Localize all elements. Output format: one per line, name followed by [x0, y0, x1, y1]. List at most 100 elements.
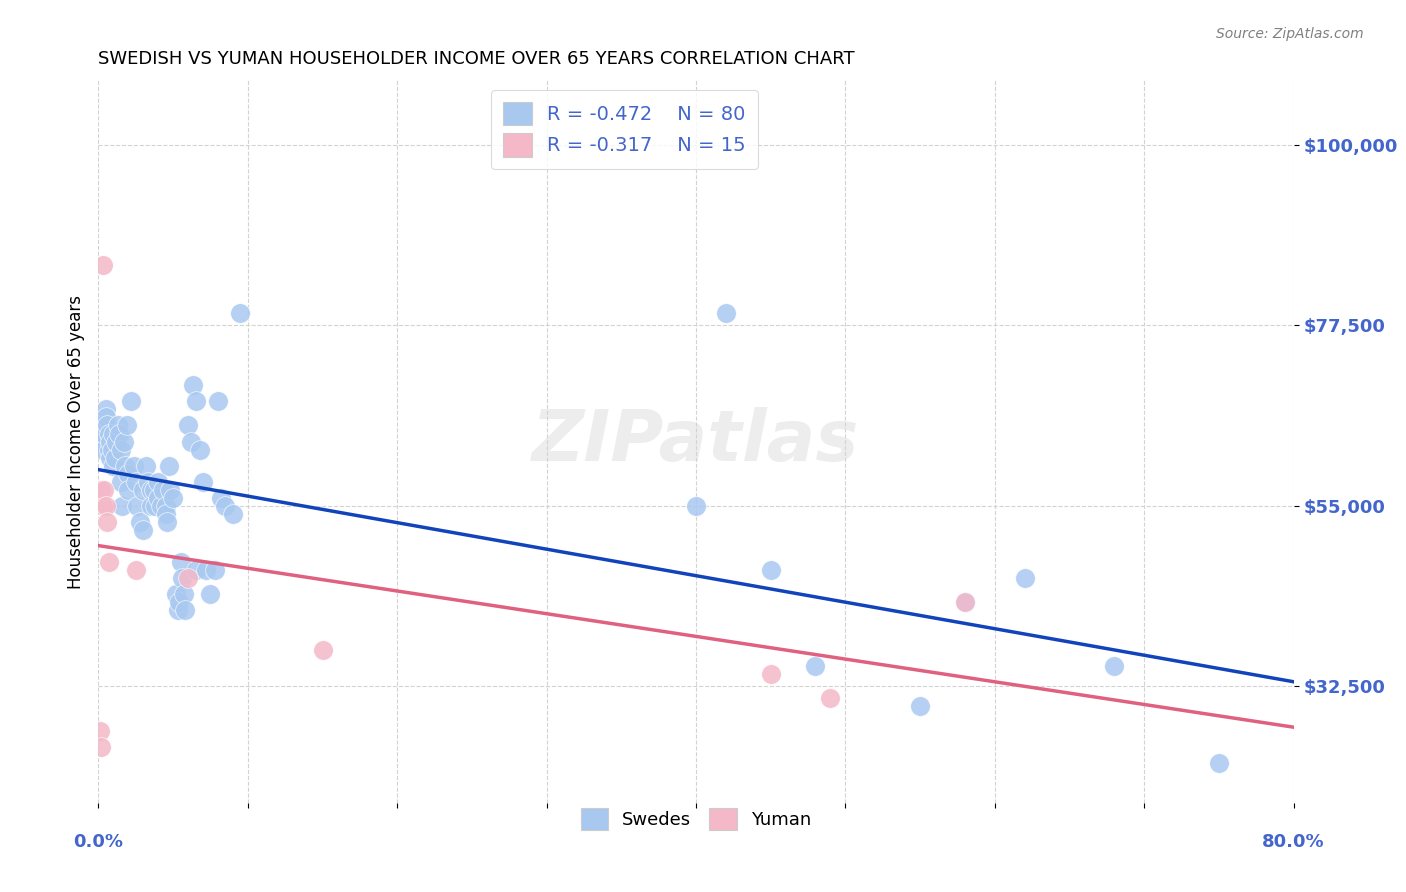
Point: [91, 442, 114, 457]
Point: [117, 467, 139, 481]
Point: [101, 442, 124, 457]
Point: [90, 739, 112, 754]
Point: [191, 475, 214, 489]
Point: [90, 434, 112, 449]
Point: [759, 667, 782, 681]
Point: [91, 418, 114, 433]
Point: [204, 563, 226, 577]
Point: [91, 258, 114, 272]
Point: [172, 571, 194, 585]
Point: [129, 515, 152, 529]
Text: 0.0%: 0.0%: [73, 833, 124, 851]
Point: [195, 563, 218, 577]
Point: [142, 483, 165, 497]
Point: [91, 499, 114, 513]
Text: Source: ZipAtlas.com: Source: ZipAtlas.com: [1216, 27, 1364, 41]
Point: [162, 491, 184, 505]
Point: [97, 442, 120, 457]
Point: [120, 394, 142, 409]
Point: [136, 475, 159, 489]
Point: [207, 394, 229, 409]
Point: [105, 434, 128, 449]
Legend: Swedes, Yuman: Swedes, Yuman: [574, 801, 818, 837]
Point: [115, 418, 138, 433]
Point: [110, 475, 132, 489]
Text: 80.0%: 80.0%: [1263, 833, 1324, 851]
Point: [90, 483, 112, 497]
Point: [114, 458, 136, 473]
Point: [157, 458, 180, 473]
Point: [953, 595, 976, 609]
Point: [148, 491, 170, 505]
Point: [107, 418, 129, 433]
Point: [110, 442, 132, 457]
Point: [104, 450, 127, 465]
Point: [132, 523, 155, 537]
Point: [311, 643, 333, 657]
Text: ZIPatlas: ZIPatlas: [533, 407, 859, 476]
Point: [173, 587, 195, 601]
Point: [139, 483, 162, 497]
Point: [127, 499, 149, 513]
Point: [98, 450, 122, 465]
Point: [139, 499, 162, 513]
Point: [159, 483, 181, 497]
Point: [1014, 571, 1036, 585]
Point: [97, 555, 120, 569]
Point: [152, 483, 174, 497]
Point: [820, 691, 842, 706]
Point: [184, 394, 207, 409]
Point: [714, 306, 737, 320]
Text: SWEDISH VS YUMAN HOUSEHOLDER INCOME OVER 65 YEARS CORRELATION CHART: SWEDISH VS YUMAN HOUSEHOLDER INCOME OVER…: [98, 50, 855, 68]
Point: [1104, 659, 1126, 673]
Point: [759, 563, 782, 577]
Point: [125, 563, 148, 577]
Point: [222, 507, 245, 521]
Point: [214, 499, 236, 513]
Point: [155, 507, 177, 521]
Point: [96, 515, 118, 529]
Point: [953, 595, 976, 609]
Point: [94, 402, 117, 417]
Point: [174, 603, 197, 617]
Point: [94, 410, 117, 425]
Point: [188, 442, 211, 457]
Point: [132, 483, 155, 497]
Point: [143, 499, 166, 513]
Point: [167, 595, 190, 609]
Point: [184, 563, 207, 577]
Point: [125, 475, 148, 489]
Point: [1208, 756, 1230, 770]
Point: [177, 418, 200, 433]
Point: [89, 723, 111, 738]
Point: [117, 483, 139, 497]
Point: [103, 458, 125, 473]
Point: [229, 306, 252, 320]
Point: [97, 426, 120, 441]
Point: [111, 499, 134, 513]
Point: [200, 587, 222, 601]
Point: [103, 426, 125, 441]
Point: [93, 483, 115, 497]
Point: [166, 603, 188, 617]
Point: [181, 378, 204, 392]
Point: [155, 499, 177, 513]
Point: [685, 499, 707, 513]
Point: [148, 475, 170, 489]
Point: [209, 491, 232, 505]
Point: [94, 499, 117, 513]
Point: [177, 571, 200, 585]
Y-axis label: Householder Income Over 65 years: Householder Income Over 65 years: [66, 294, 84, 589]
Point: [180, 434, 202, 449]
Point: [98, 434, 122, 449]
Point: [804, 659, 827, 673]
Point: [112, 434, 135, 449]
Point: [96, 418, 118, 433]
Point: [156, 515, 179, 529]
Point: [169, 555, 191, 569]
Point: [93, 426, 115, 441]
Point: [135, 458, 157, 473]
Point: [165, 587, 187, 601]
Point: [908, 699, 931, 714]
Point: [150, 499, 173, 513]
